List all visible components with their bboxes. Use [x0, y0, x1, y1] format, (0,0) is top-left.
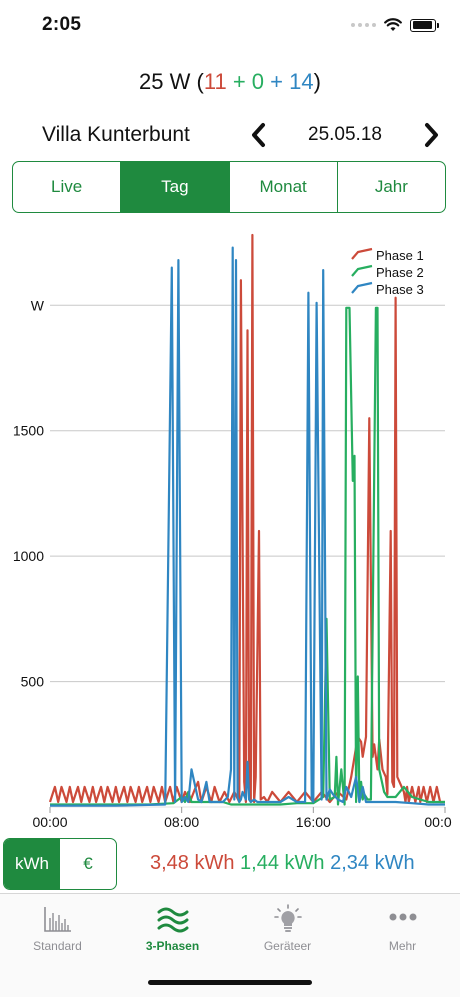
legend-swatch [351, 281, 373, 294]
wifi-icon [384, 18, 402, 31]
tab-3-phasen[interactable]: 3-Phasen [115, 894, 230, 964]
home-indicator [148, 980, 312, 985]
phase2-power: 0 [251, 69, 265, 94]
energy-summary: 3,48 kWh 1,44 kWh 2,34 kWh [150, 852, 415, 875]
phase1-energy: 3,48 kWh [150, 852, 235, 874]
location-name: Villa Kunterbunt [42, 123, 190, 146]
three-phase-chart: 500 1000 1500 W 00:00 08:00 16:00 00:0 Phase 1 P… [13, 233, 452, 830]
x-tick-label: 00:00 [32, 814, 67, 830]
tab-standard[interactable]: Standard [0, 894, 115, 964]
legend-swatch [351, 247, 373, 260]
previous-day-button[interactable] [246, 120, 272, 150]
chevron-left-icon [252, 123, 265, 147]
segment-jahr[interactable]: Jahr [374, 177, 408, 196]
phase3-power: 14 [289, 69, 314, 94]
lightbulb-icon [274, 904, 302, 932]
x-tick-label: 16:00 [296, 814, 331, 830]
period-segmented-control: Live Tag Monat Jahr [12, 161, 446, 213]
status-time: 2:05 [42, 14, 82, 35]
total-power: 25 W [139, 69, 191, 94]
y-tick-label: 500 [21, 674, 45, 690]
tab-geraete[interactable]: Geräteer [230, 894, 345, 964]
legend-label: Phase 1 [376, 248, 424, 263]
waves-icon [157, 907, 189, 933]
next-day-button[interactable] [418, 120, 444, 150]
signal-dots-icon [351, 23, 376, 27]
unit-toggle: kWh € [3, 838, 117, 890]
x-tick-label: 08:00 [164, 814, 199, 830]
tab-bar: Standard 3-Phasen Geräteer Mehr [0, 893, 460, 997]
series-line-phase-3 [50, 246, 445, 807]
segment-live[interactable]: Live [13, 162, 122, 212]
unit-euro-button[interactable]: € [83, 854, 93, 873]
y-unit-label: W [31, 297, 45, 313]
y-tick-label: 1500 [13, 423, 44, 439]
y-tick-label: 1000 [13, 548, 44, 564]
unit-kwh-button[interactable]: kWh [4, 839, 60, 889]
phase2-energy: 1,44 kWh [240, 852, 325, 874]
more-dots-icon [389, 913, 417, 921]
tab-mehr[interactable]: Mehr [345, 894, 460, 964]
x-tick-label: 00:0 [424, 814, 451, 830]
legend-label: Phase 2 [376, 265, 424, 280]
power-summary: 25 W (11 + 0 + 14) [139, 69, 321, 94]
date-label: 25.05.18 [308, 124, 382, 145]
legend-swatch [351, 264, 373, 277]
chevron-right-icon [425, 123, 438, 147]
phase3-energy: 2,34 kWh [330, 852, 415, 874]
segment-monat[interactable]: Monat [230, 162, 338, 212]
segment-tag[interactable]: Tag [121, 162, 230, 212]
battery-icon [410, 18, 439, 32]
status-icons [351, 14, 439, 36]
phase1-power: 11 [203, 69, 227, 94]
bar-chart-icon [44, 907, 71, 932]
legend-label: Phase 3 [376, 282, 424, 297]
series-line-phase-1 [48, 233, 445, 804]
